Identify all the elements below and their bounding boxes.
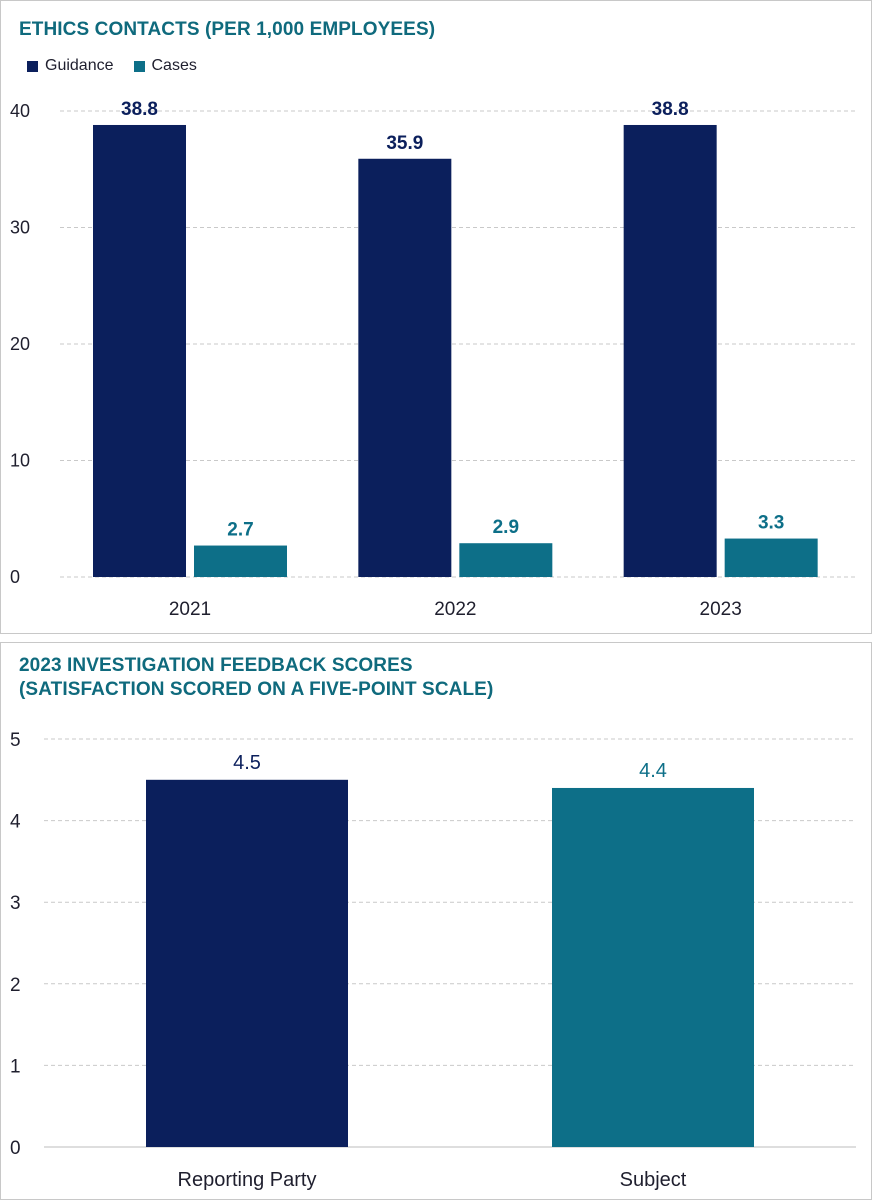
y-tick-label: 5 [10,730,21,751]
data-label-reporting-party: 4.5 [233,752,261,774]
ethics-contacts-chart: 0 10 20 30 40 38.8 2.7 2021 35.9 2.9 2022 38.8 3.3 20… [10,99,856,620]
bar-guidance-2022 [358,158,452,577]
bar-guidance-2021 [93,124,186,577]
legend-label-cases: Cases [151,57,197,74]
bar-cases-2021 [194,545,287,577]
data-label-subject: 4.4 [639,760,667,782]
feedback-title-line-2: (SATISFACTION SCORED ON A FIVE-POINT SCA… [19,679,494,700]
y-tick-label: 20 [10,334,30,354]
feedback-scores-title: 2023 INVESTIGATION FEEDBACK SCORES (SATI… [19,654,493,702]
feedback-scores-chart: 0 1 2 3 4 5 4.5 Reporting Party 4.4 Subject [10,730,856,1191]
legend-swatch-cases [133,60,145,72]
y-tick-label: 0 [10,567,20,587]
y-tick-label: 2 [10,975,21,996]
bar-cases-2022 [459,543,553,577]
data-label-guidance-2021: 38.8 [121,99,158,120]
x-tick-label: Subject [620,1169,687,1191]
feedback-title-line-1: 2023 INVESTIGATION FEEDBACK SCORES [19,655,413,676]
bar-reporting-party [146,779,348,1147]
x-tick-label: Reporting Party [178,1169,317,1191]
x-tick-label: 2023 [700,599,742,620]
bar-guidance-2023 [623,124,717,577]
ethics-contacts-title: ETHICS CONTACTS (PER 1,000 EMPLOYEES) [19,19,436,40]
data-label-guidance-2022: 35.9 [386,133,423,154]
x-tick-label: 2022 [434,599,476,620]
data-label-cases-2021: 2.7 [227,520,253,541]
chart-legend: Guidance Cases [27,57,217,75]
data-label-guidance-2023: 38.8 [652,99,689,120]
bar-cases-2023 [724,538,818,577]
bar-subject [552,787,754,1147]
y-tick-label: 10 [10,451,30,471]
y-tick-label: 4 [10,812,21,833]
data-label-cases-2022: 2.9 [493,517,519,538]
y-tick-label: 1 [10,1056,21,1077]
legend-label-guidance: Guidance [45,57,114,74]
data-label-cases-2023: 3.3 [758,513,784,534]
y-tick-label: 3 [10,893,21,914]
x-tick-label: 2021 [169,599,211,620]
legend-item-guidance: Guidance [27,57,114,75]
y-tick-label: 40 [10,101,30,121]
legend-item-cases: Cases [133,57,197,75]
y-tick-label: 30 [10,218,30,238]
legend-swatch-guidance [27,60,38,72]
y-tick-label: 0 [10,1138,21,1159]
